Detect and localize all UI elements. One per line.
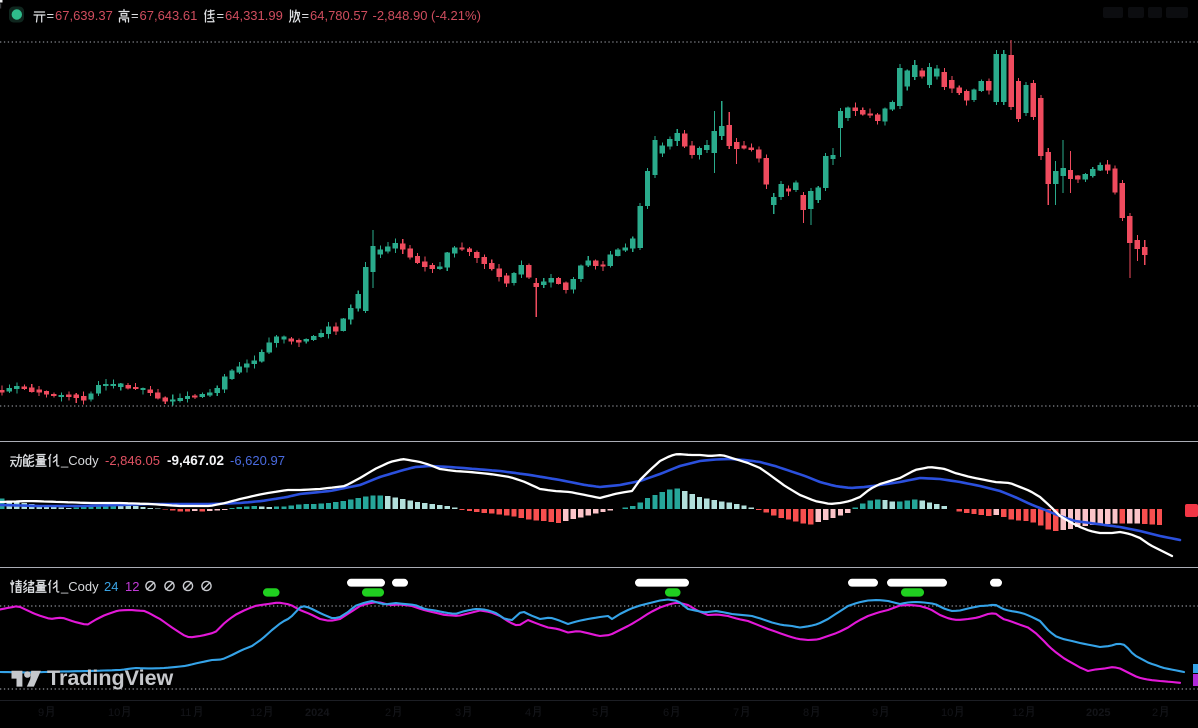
svg-text:4: 4 — [525, 707, 531, 719]
svg-text:2025: 2025 — [1086, 707, 1110, 719]
svg-text:2: 2 — [1152, 707, 1158, 719]
svg-text:9: 9 — [872, 707, 878, 719]
svg-text:6: 6 — [663, 707, 669, 719]
svg-text:-2,848.90 (-4.21%): -2,848.90 (-4.21%) — [373, 8, 481, 23]
svg-text:12: 12 — [250, 707, 262, 719]
svg-text:=: = — [302, 8, 310, 23]
svg-text:8: 8 — [803, 707, 809, 719]
svg-text:9: 9 — [38, 707, 44, 719]
svg-text:5: 5 — [592, 707, 598, 719]
svg-text:12: 12 — [125, 579, 139, 594]
svg-text:3: 3 — [455, 707, 461, 719]
svg-text:_Cody: _Cody — [60, 579, 99, 594]
svg-text:2: 2 — [385, 707, 391, 719]
svg-text:-2,846.05: -2,846.05 — [105, 453, 160, 468]
svg-text:-9,467.02: -9,467.02 — [167, 453, 224, 468]
svg-text:=: = — [131, 8, 139, 23]
svg-text:11: 11 — [180, 707, 191, 719]
svg-text:10: 10 — [941, 707, 953, 719]
svg-text:67,643.61: 67,643.61 — [140, 8, 198, 23]
svg-text:=: = — [47, 8, 55, 23]
svg-text:-6,620.97: -6,620.97 — [230, 453, 285, 468]
svg-text:TradingView: TradingView — [47, 666, 174, 690]
svg-text:_Cody: _Cody — [60, 453, 99, 468]
svg-text:12: 12 — [1012, 707, 1024, 719]
svg-text:7: 7 — [733, 707, 739, 719]
svg-text:2024: 2024 — [305, 707, 330, 719]
svg-text:64,780.57: 64,780.57 — [310, 8, 368, 23]
svg-text:67,639.37: 67,639.37 — [55, 8, 113, 23]
svg-text:64,331.99: 64,331.99 — [225, 8, 283, 23]
svg-text:24: 24 — [104, 579, 118, 594]
svg-text:=: = — [217, 8, 225, 23]
svg-text:10: 10 — [108, 707, 120, 719]
